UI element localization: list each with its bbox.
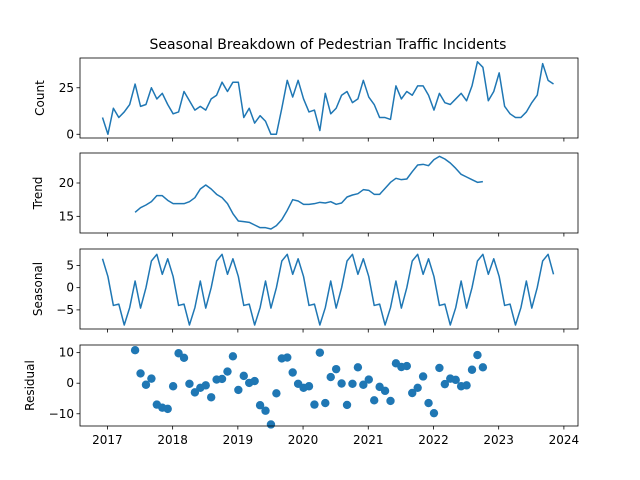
residual-point bbox=[462, 381, 471, 390]
residual-point bbox=[272, 389, 281, 398]
xtick-label: 2019 bbox=[223, 433, 254, 447]
residual-point bbox=[228, 352, 238, 361]
residual-point bbox=[408, 388, 417, 398]
count-line bbox=[101, 60, 554, 136]
residual-point bbox=[266, 420, 276, 429]
trend-line bbox=[134, 155, 483, 230]
trend-ylabel: Trend bbox=[31, 177, 45, 211]
seasonal-line bbox=[101, 253, 555, 326]
residual-point bbox=[418, 372, 428, 381]
panel-count: 0 25 Count bbox=[33, 57, 579, 142]
residual-point bbox=[141, 380, 151, 389]
residual-point bbox=[136, 369, 145, 378]
residual-point bbox=[386, 396, 395, 406]
residual-point bbox=[315, 348, 325, 357]
seasonal-ytick-label: 5 bbox=[66, 258, 74, 272]
residual-point bbox=[179, 353, 189, 363]
residual-point bbox=[364, 375, 373, 384]
chart-title: Seasonal Breakdown of Pedestrian Traffic… bbox=[150, 37, 507, 53]
residual-point bbox=[359, 380, 368, 389]
residual-point bbox=[239, 371, 248, 381]
residual-point bbox=[168, 382, 178, 391]
xtick-label: 2023 bbox=[483, 433, 514, 447]
seasonal-axes-frame bbox=[79, 248, 579, 330]
residual-point bbox=[250, 376, 259, 386]
residual-point bbox=[261, 406, 270, 415]
count-ytick-label: 25 bbox=[59, 81, 74, 95]
residual-point bbox=[201, 381, 210, 390]
panel-seasonal: −5 0 5 Seasonal bbox=[31, 248, 579, 333]
residual-point bbox=[424, 398, 433, 408]
residual-point bbox=[473, 350, 482, 360]
residual-point bbox=[234, 385, 243, 395]
residual-point bbox=[130, 346, 140, 355]
residual-point bbox=[310, 400, 319, 409]
seasonal-ylabel: Seasonal bbox=[31, 262, 45, 316]
residual-point bbox=[321, 398, 330, 408]
residual-point bbox=[283, 353, 292, 362]
xtick-label: 2024 bbox=[549, 433, 580, 447]
residual-point bbox=[435, 363, 444, 373]
residual-point bbox=[348, 379, 357, 389]
residual-ylabel: Residual bbox=[23, 360, 37, 411]
residual-point bbox=[467, 365, 477, 374]
residual-point bbox=[337, 379, 346, 388]
seasonal-ytick-label: 0 bbox=[66, 281, 74, 295]
trend-axes-frame bbox=[79, 152, 579, 234]
residual-point bbox=[451, 375, 460, 385]
panel-residual: −10 0 10 Residual 2017 2018 2019 2020 2021 2022 20… bbox=[23, 344, 580, 447]
residual-point bbox=[413, 383, 422, 392]
residual-point bbox=[440, 379, 450, 389]
count-ylabel: Count bbox=[33, 80, 47, 116]
residual-ytick-label: 10 bbox=[59, 346, 74, 360]
trend-ytick-label: 15 bbox=[59, 209, 74, 223]
residual-point bbox=[478, 363, 488, 372]
xtick-label: 2020 bbox=[288, 433, 319, 447]
residual-axes-frame bbox=[79, 344, 579, 427]
residual-point bbox=[353, 363, 363, 372]
residual-point bbox=[185, 379, 194, 389]
seasonal-ytick-label: −5 bbox=[56, 303, 74, 317]
residual-point bbox=[223, 367, 232, 376]
residual-point bbox=[163, 404, 172, 414]
count-axes-frame bbox=[79, 57, 579, 139]
panel-trend: 15 20 Trend bbox=[31, 152, 579, 237]
residual-point bbox=[326, 372, 335, 382]
residual-point bbox=[304, 382, 314, 391]
residual-point bbox=[206, 393, 216, 402]
residual-point bbox=[331, 364, 341, 374]
xtick-label: 2021 bbox=[353, 433, 384, 447]
residual-ytick-label: 0 bbox=[66, 376, 74, 390]
residual-ytick-label: −10 bbox=[49, 407, 74, 421]
xtick-label: 2018 bbox=[157, 433, 188, 447]
residual-point bbox=[370, 396, 379, 405]
residual-point bbox=[429, 408, 439, 418]
trend-ytick-label: 20 bbox=[59, 176, 74, 190]
residual-point bbox=[342, 400, 352, 410]
xtick-label: 2022 bbox=[418, 433, 449, 447]
residual-point bbox=[380, 386, 390, 396]
xtick-label: 2017 bbox=[92, 433, 123, 447]
residual-point bbox=[217, 374, 227, 384]
residual-point bbox=[288, 368, 297, 377]
residual-point bbox=[147, 374, 156, 383]
residual-point bbox=[255, 401, 265, 410]
count-ytick-label: 0 bbox=[66, 127, 74, 141]
residual-point bbox=[402, 361, 411, 371]
